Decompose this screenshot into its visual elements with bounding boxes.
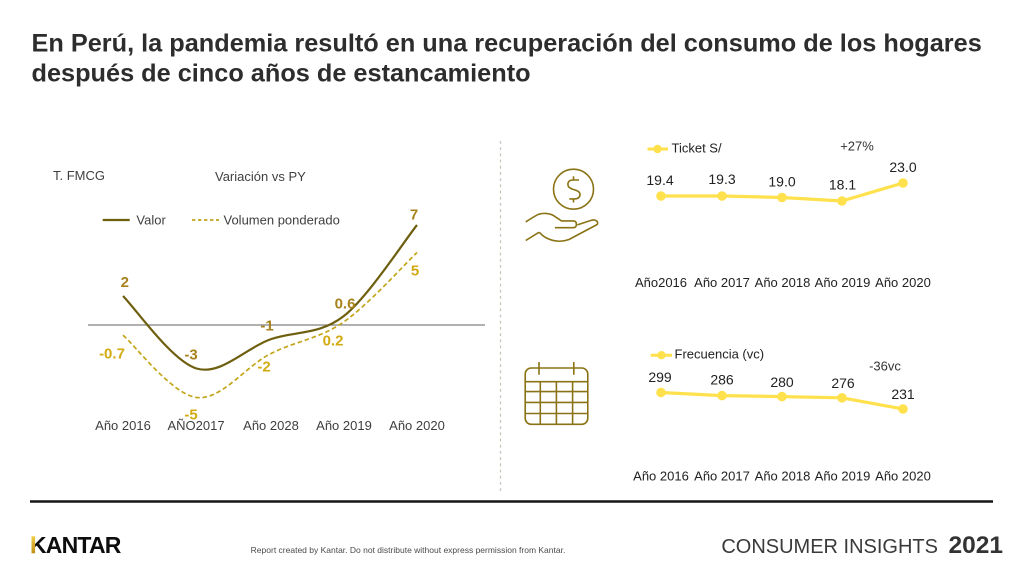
svg-text:KANTAR: KANTAR	[30, 532, 122, 558]
svg-text:23.0: 23.0	[889, 159, 916, 175]
svg-text:276: 276	[831, 375, 855, 391]
svg-text:En Perú, la pandemia resultó e: En Perú, la pandemia resultó en una recu…	[32, 30, 982, 58]
svg-text:Año 2019: Año 2019	[316, 418, 372, 433]
svg-text:Año 2017: Año 2017	[694, 275, 750, 290]
svg-text:19.3: 19.3	[708, 171, 735, 187]
svg-text:7: 7	[410, 207, 418, 224]
svg-text:Año2016: Año2016	[635, 275, 687, 290]
svg-text:Año 2019: Año 2019	[815, 275, 871, 290]
svg-text:2: 2	[121, 274, 129, 291]
svg-text:Valor: Valor	[136, 213, 166, 228]
svg-text:299: 299	[648, 369, 672, 385]
svg-text:Ticket S/: Ticket S/	[672, 140, 722, 155]
svg-text:Año 2028: Año 2028	[243, 418, 299, 433]
svg-text:-3: -3	[184, 347, 197, 364]
svg-text:-2: -2	[257, 359, 270, 376]
svg-text:Año 2019: Año 2019	[815, 469, 871, 484]
svg-text:2021: 2021	[949, 532, 1004, 559]
svg-text:AÑO2017: AÑO2017	[167, 418, 224, 433]
svg-text:+27%: +27%	[840, 139, 874, 154]
svg-text:Report created by Kantar. Do n: Report created by Kantar. Do not distrib…	[251, 545, 566, 555]
svg-text:Año 2020: Año 2020	[875, 469, 931, 484]
svg-text:Variación vs PY: Variación vs PY	[215, 169, 306, 184]
svg-text:Año 2020: Año 2020	[875, 275, 931, 290]
svg-text:Frecuencia (vc): Frecuencia (vc)	[675, 347, 765, 362]
svg-text:Volumen ponderado: Volumen ponderado	[224, 213, 340, 228]
svg-text:Año 2017: Año 2017	[694, 469, 750, 484]
svg-text:Año 2018: Año 2018	[755, 275, 811, 290]
svg-text:-0.7: -0.7	[99, 346, 125, 363]
svg-text:Año 2016: Año 2016	[95, 418, 151, 433]
svg-text:280: 280	[770, 374, 794, 390]
svg-text:Año 2020: Año 2020	[389, 418, 445, 433]
svg-text:T. FMCG: T. FMCG	[53, 168, 105, 183]
svg-text:18.1: 18.1	[829, 177, 856, 193]
svg-text:19.0: 19.0	[768, 174, 795, 190]
svg-text:Año 2018: Año 2018	[755, 469, 811, 484]
svg-text:-5: -5	[184, 407, 197, 424]
svg-text:286: 286	[710, 372, 734, 388]
svg-text:0.6: 0.6	[335, 296, 356, 313]
svg-text:después de cinco años de estan: después de cinco años de estancamiento	[32, 59, 531, 87]
svg-text:-1: -1	[260, 318, 273, 335]
svg-text:CONSUMER INSIGHTS: CONSUMER INSIGHTS	[721, 536, 938, 558]
svg-text:Año 2016: Año 2016	[633, 469, 689, 484]
svg-text:-36vc: -36vc	[869, 359, 901, 374]
svg-text:0.2: 0.2	[323, 333, 344, 350]
svg-text:5: 5	[411, 263, 419, 280]
svg-text:231: 231	[891, 386, 915, 402]
svg-text:19.4: 19.4	[646, 172, 673, 188]
